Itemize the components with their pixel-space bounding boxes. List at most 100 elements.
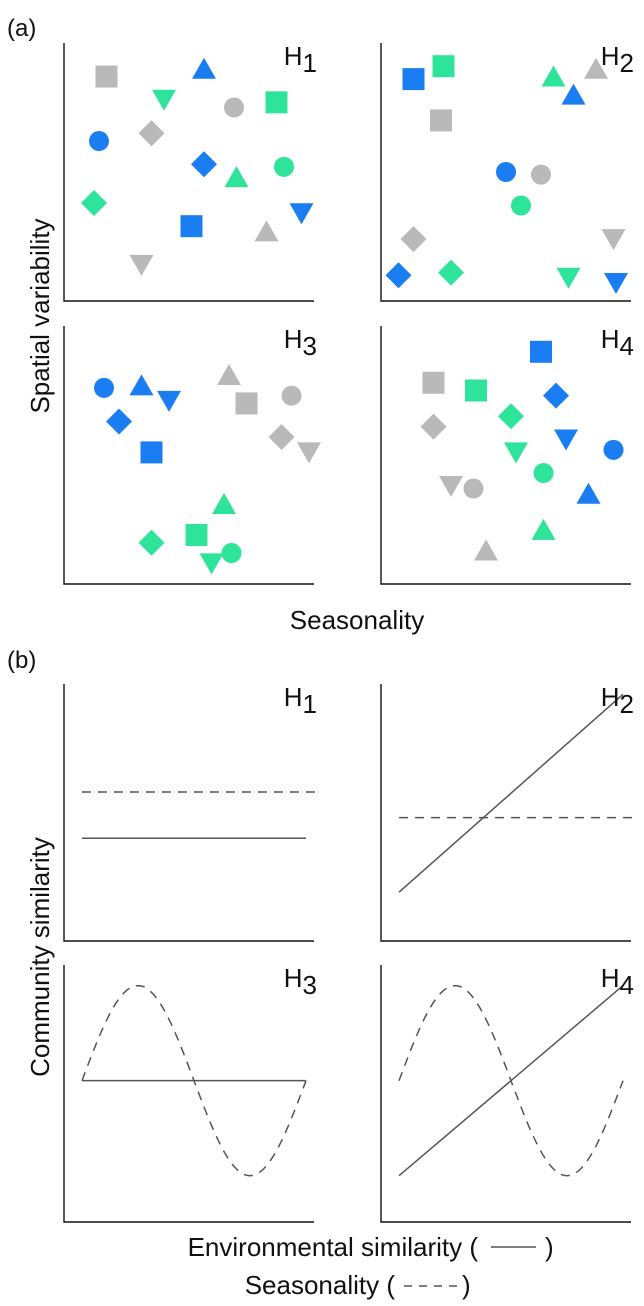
part-b-xlabel-line1-end: ) (545, 1232, 554, 1262)
part_b-panel-title-h3: H3 (284, 963, 317, 1000)
gray-triangle-up-marker (584, 57, 608, 79)
scatter-axes (63, 326, 314, 585)
gray-square-marker (95, 65, 118, 88)
scatter-panel-h4: H4 (380, 324, 634, 585)
green-square-marker (465, 379, 487, 402)
gray-circle-marker (531, 164, 551, 185)
hypothesis-subscript: 3 (303, 970, 317, 1000)
hypothesis-subscript: 1 (303, 48, 317, 78)
blue-triangle-down-marker (157, 390, 181, 412)
gray-triangle-down-marker (601, 229, 626, 251)
gray-triangle-down-marker (439, 475, 463, 497)
scatter-axes (63, 43, 314, 302)
hypothesis-subscript: 4 (620, 970, 634, 1000)
blue-triangle-down-marker (289, 203, 314, 225)
blue-diamond-marker (191, 151, 217, 178)
blue-triangle-up-marker (192, 57, 216, 79)
part-b-xlabel-line2: Seasonality ( (245, 1270, 396, 1300)
blue-triangle-down-marker (554, 429, 578, 451)
part_b-panel-title-h1: H1 (284, 682, 317, 719)
line-panel-h3: H3 (63, 963, 317, 1223)
part_a-panel-title-h2: H2 (601, 41, 634, 78)
gray-triangle-up-marker (474, 539, 498, 561)
gray-triangle-down-marker (129, 254, 154, 276)
hypothesis-letter: H (601, 682, 620, 712)
gray-circle-marker (224, 97, 244, 118)
blue-triangle-down-marker (604, 272, 628, 294)
hypothesis-subscript: 3 (303, 331, 317, 361)
green-circle-marker (533, 463, 554, 484)
part_b-panel-title-h2: H2 (601, 682, 634, 719)
line-panel-axes (63, 965, 314, 1223)
line-panel-h4: H4 (380, 963, 634, 1223)
scatter-panel-h3: H3 (63, 324, 321, 585)
green-diamond-marker (138, 529, 165, 556)
part_b-panel-title-h4: H4 (601, 963, 634, 1000)
part_a-panel-title-h4: H4 (601, 324, 634, 361)
blue-circle-marker (496, 162, 516, 182)
green-triangle-down-marker (504, 442, 528, 464)
green-triangle-up-marker (224, 166, 249, 188)
gray-diamond-marker (138, 120, 165, 147)
part-a-xlabel: Seasonality (290, 605, 424, 635)
blue-triangle-up-marker (576, 482, 601, 504)
green-triangle-down-marker (152, 89, 176, 111)
scatter-axes (380, 326, 631, 585)
part-b-xlabel-line2-end: ) (462, 1270, 471, 1300)
part-a-ylabel: Spatial variability (25, 218, 55, 413)
green-square-marker (265, 91, 288, 114)
scatter-panel-h2: H2 (380, 41, 634, 302)
blue-diamond-marker (543, 382, 569, 409)
blue-square-marker (180, 215, 203, 238)
blue-square-marker (530, 340, 552, 363)
green-diamond-marker (81, 189, 107, 216)
gray-diamond-marker (268, 423, 295, 450)
green-triangle-up-marker (541, 65, 566, 87)
line-panel-axes (63, 684, 314, 942)
environmental-similarity-solid-line (398, 693, 624, 893)
blue-circle-marker (603, 439, 624, 460)
scatter-axes (380, 43, 631, 302)
environmental-similarity-solid-line (398, 984, 624, 1177)
hypothesis-letter: H (284, 682, 303, 712)
hypothesis-subscript: 2 (620, 48, 634, 78)
green-triangle-up-marker (212, 493, 236, 515)
gray-circle-marker (281, 385, 302, 406)
line-panel-h1: H1 (63, 682, 318, 942)
green-diamond-marker (438, 259, 464, 286)
blue-triangle-up-marker (561, 83, 586, 105)
blue-square-marker (402, 68, 425, 91)
green-triangle-down-marker (556, 267, 581, 289)
blue-circle-marker (89, 131, 109, 152)
green-circle-marker (511, 195, 531, 216)
line-panel-axes (380, 965, 631, 1223)
gray-square-marker (422, 371, 445, 394)
hypothesis-letter: H (284, 963, 303, 993)
part-b-xlabel-line1: Environmental similarity ( (188, 1232, 479, 1262)
green-triangle-down-marker (199, 553, 224, 575)
hypothesis-subscript: 1 (303, 689, 317, 719)
gray-diamond-marker (420, 413, 447, 440)
part_a-panel-title-h1: H1 (284, 41, 317, 78)
gray-triangle-down-marker (297, 442, 321, 464)
hypothesis-subscript: 2 (620, 689, 634, 719)
hypothesis-letter: H (601, 41, 620, 71)
gray-triangle-up-marker (254, 220, 279, 242)
gray-circle-marker (463, 478, 484, 499)
blue-triangle-up-marker (129, 374, 154, 396)
blue-diamond-marker (106, 408, 132, 435)
green-square-marker (432, 55, 455, 78)
green-square-marker (185, 523, 208, 546)
blue-circle-marker (94, 377, 114, 398)
hypothesis-letter: H (284, 41, 303, 71)
line-panel-axes (380, 684, 631, 942)
hypothesis-subscript: 4 (620, 331, 634, 361)
blue-diamond-marker (385, 262, 412, 289)
green-circle-marker (274, 156, 294, 177)
blue-square-marker (140, 441, 163, 464)
part_a-panel-title-h3: H3 (284, 324, 317, 361)
gray-square-marker (235, 392, 258, 415)
